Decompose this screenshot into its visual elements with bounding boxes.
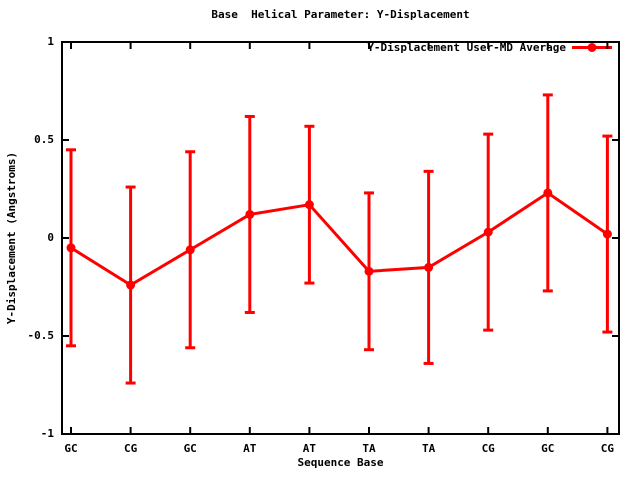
series-line (70, 191, 609, 287)
x-tick-label: AT (243, 442, 257, 455)
x-tick-label: GC (64, 442, 78, 455)
x-axis-title: Sequence Base (297, 456, 384, 469)
legend-series-label: Y-Displacement User-MD Average (367, 41, 566, 54)
x-tick-label: CG (481, 442, 495, 455)
y-tick-label: 0 (47, 231, 54, 244)
chart-title: Base Helical Parameter: Y-Displacement (211, 8, 470, 21)
x-tick-label: AT (302, 442, 317, 455)
x-tick-label: GC (541, 442, 555, 455)
x-tick-label: GC (183, 442, 197, 455)
x-tick-label: CG (600, 442, 615, 455)
data-point-marker (245, 209, 255, 219)
y-tick-label: 0.5 (34, 133, 54, 146)
y-tick-label: -0.5 (27, 329, 55, 342)
data-point-marker (185, 245, 195, 255)
x-tick-label: TA (421, 442, 436, 455)
plot-border (61, 41, 620, 435)
legend: Y-Displacement User-MD Average (367, 41, 613, 54)
data-point-marker (126, 280, 136, 290)
data-point-marker (364, 266, 374, 276)
data-point-marker (66, 243, 76, 253)
data-point-marker (304, 200, 314, 210)
x-tick-label: TA (362, 442, 376, 455)
data-point-marker (543, 188, 553, 198)
y-tick-label: 1 (47, 35, 54, 48)
legend-line-sample-icon (572, 43, 612, 52)
y-tick-label: -1 (40, 427, 54, 440)
data-point-marker (602, 229, 612, 239)
data-point-marker (424, 262, 434, 272)
x-tick-label: CG (123, 442, 138, 455)
data-point-marker (483, 227, 493, 237)
